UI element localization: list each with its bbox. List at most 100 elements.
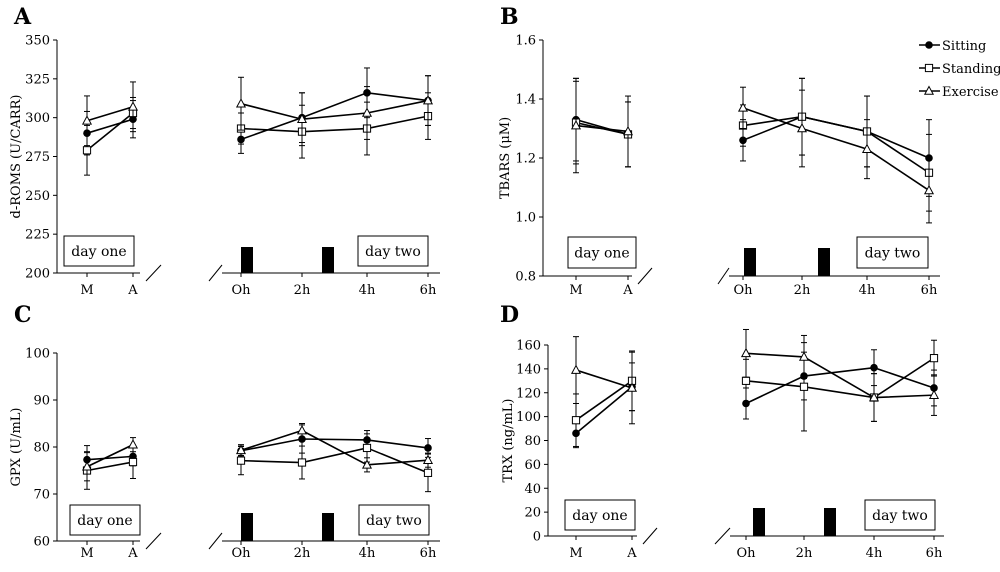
series-line-standing-day-two: [742, 115, 930, 174]
y-tick-label: 225: [25, 228, 50, 243]
event-bar: [818, 248, 830, 276]
x-tick-label: Oh: [231, 283, 251, 298]
y-tick-label: 70: [33, 488, 50, 503]
series-line-standing-day-two: [240, 115, 429, 133]
y-tick-label: 1.6: [515, 34, 536, 49]
x-tick-label: A: [622, 283, 633, 298]
day-two-box: [357, 235, 429, 267]
y-tick-label: 325: [25, 72, 50, 87]
data-point-exercise: [796, 122, 808, 133]
axis-break-mark: [208, 264, 223, 282]
day-two-label: day two: [366, 513, 422, 529]
y-tick-label: 250: [25, 189, 50, 204]
series-line-sitting-day-two: [742, 115, 930, 159]
event-bar: [241, 247, 253, 273]
day-two-box: [856, 236, 929, 269]
day-one-box: [564, 499, 636, 531]
y-tick-label: 1.4: [515, 93, 536, 108]
series-line-standing-day-one: [575, 380, 633, 421]
series-line-sitting-day-one: [86, 455, 134, 461]
data-point-exercise: [737, 102, 749, 112]
axis-break-mark: [208, 532, 223, 550]
series-line-exercise-day-two: [240, 429, 429, 466]
day-one-box: [63, 235, 135, 267]
x-tick-label: Oh: [231, 546, 251, 561]
series-line-standing-day-two: [745, 357, 935, 399]
data-point-standing: [924, 63, 934, 73]
legend-label-standing: Standing: [942, 62, 1000, 77]
data-point-sitting: [742, 399, 750, 408]
axis-break-mark: [145, 264, 162, 282]
series-line-exercise-day-one: [575, 124, 629, 133]
x-tick-label: 6h: [420, 283, 437, 298]
y-tick-label: 140: [516, 362, 541, 377]
x-tick-label: 6h: [420, 546, 437, 561]
data-point-exercise: [422, 454, 434, 464]
data-point-exercise: [361, 107, 373, 117]
y-tick-label: 350: [25, 34, 50, 49]
series-line-exercise-day-one: [86, 106, 134, 122]
series-line-standing-day-one: [86, 461, 134, 472]
data-point-standing: [236, 456, 246, 465]
day-two-box: [358, 504, 430, 536]
y-axis-label: d-ROMS (U/CARR): [9, 95, 24, 219]
y-axis-label: TRX (ng/mL): [501, 398, 516, 482]
chart-panel-d: D 0 20 40 60 80 100 120 140 160 TRX (ng/mL) M A Oh 2h 4…: [500, 302, 944, 561]
data-point-exercise: [81, 461, 93, 471]
series-line-sitting-day-two: [745, 366, 935, 405]
x-tick-label: A: [127, 546, 138, 561]
chart-panel-b: B 0.8 1.0 1.2 1.4 1.6 TBARS (μM) M A Oh 2h 4h 6h day …: [498, 4, 940, 298]
day-one-box: [567, 236, 637, 269]
series-line-exercise-day-one: [575, 369, 633, 389]
data-point-sitting: [925, 41, 933, 49]
day-two-box: [864, 499, 936, 531]
data-point-exercise: [127, 439, 139, 449]
panel-letter: D: [500, 302, 519, 328]
day-two-label: day two: [872, 508, 928, 524]
data-point-standing: [799, 382, 809, 391]
x-tick-label: M: [569, 546, 582, 561]
data-point-standing: [741, 376, 751, 385]
panel-letter: A: [13, 4, 32, 30]
event-bar: [322, 247, 334, 273]
chart-panel-c: C 60 70 80 90 100 GPX (U/mL) M A Oh 2h 4h 6h day one d…: [9, 302, 440, 561]
day-two-label: day two: [365, 244, 421, 260]
y-tick-label: 80: [524, 434, 541, 449]
x-tick-label: 2h: [794, 283, 811, 298]
data-point-exercise: [622, 125, 634, 136]
data-point-standing: [82, 146, 92, 155]
series-line-sitting-day-two: [240, 91, 429, 141]
legend-label-exercise: Exercise: [942, 85, 999, 100]
x-tick-label: M: [569, 283, 582, 298]
data-point-sitting: [424, 444, 432, 452]
data-point-exercise: [296, 113, 308, 124]
data-point-exercise: [422, 95, 434, 105]
y-tick-label: 100: [516, 410, 541, 425]
event-bar: [824, 508, 836, 536]
y-tick-label: 120: [516, 386, 541, 401]
y-tick-label: 1.2: [515, 152, 536, 167]
x-tick-label: 2h: [796, 546, 813, 561]
data-point-sitting: [870, 363, 878, 372]
data-point-exercise: [296, 424, 308, 435]
data-point-exercise: [923, 85, 935, 95]
x-tick-label: 4h: [359, 283, 376, 298]
series-line-exercise-day-two: [240, 99, 429, 121]
data-point-exercise: [235, 444, 247, 455]
event-bar: [744, 248, 756, 276]
data-point-exercise: [923, 184, 935, 195]
data-point-standing: [571, 416, 581, 425]
axis-break-mark: [637, 267, 653, 285]
y-tick-label: 160: [516, 339, 541, 354]
event-bar: [322, 513, 334, 541]
data-point-exercise: [798, 351, 810, 361]
x-tick-label: A: [127, 283, 138, 298]
data-point-exercise: [570, 119, 582, 130]
x-tick-label: 2h: [294, 546, 311, 561]
panel-letter: C: [14, 302, 32, 328]
data-point-standing: [423, 468, 433, 477]
event-bar: [753, 508, 765, 536]
day-one-label: day one: [574, 246, 629, 262]
x-tick-label: 6h: [926, 546, 943, 561]
